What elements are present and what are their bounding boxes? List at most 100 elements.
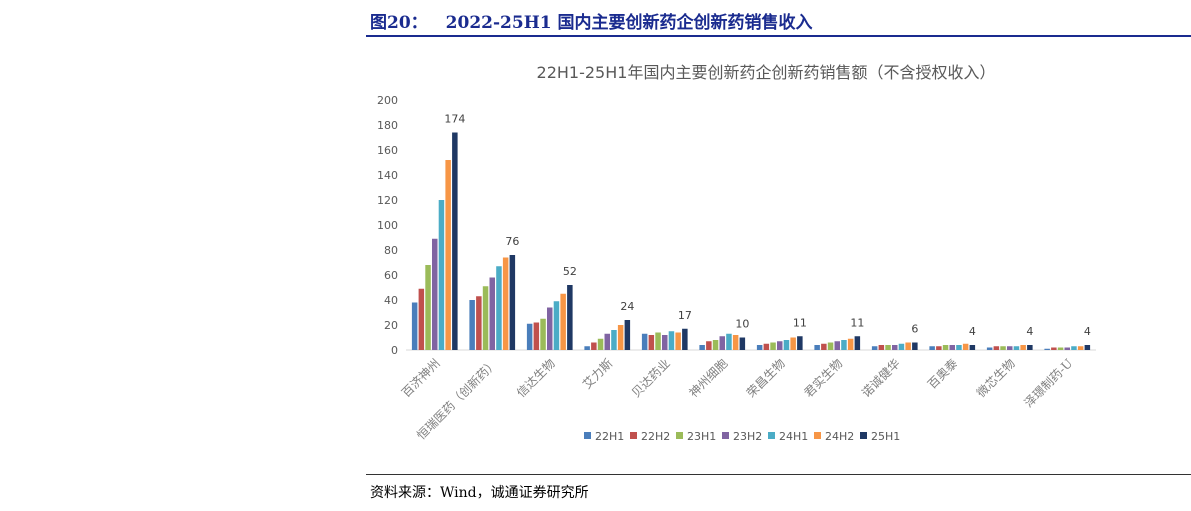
bar-22h1	[526, 323, 533, 350]
bar-chart: 22H1-25H1年国内主要创新药企创新药销售额（不含授权收入） 0 20 40 60 8…	[377, 63, 1096, 443]
bar-22h2	[821, 343, 827, 350]
category-label: 信达生物	[514, 356, 558, 400]
category-label: 艾力斯	[580, 356, 615, 391]
bar-24h2	[675, 332, 681, 350]
bar-23h2	[604, 333, 610, 350]
y-tick-label: 80	[384, 244, 398, 257]
bar-23h2	[834, 341, 840, 350]
y-tick-label: 60	[384, 269, 398, 282]
bar-22h2	[591, 342, 597, 350]
data-label: 24	[620, 300, 634, 313]
bar-22h2	[936, 346, 942, 350]
bar-23h2	[489, 277, 495, 350]
bar-24h1	[898, 343, 905, 350]
bar-23h1	[770, 342, 776, 350]
bar-22h1	[929, 346, 935, 350]
bar-24h2	[560, 293, 566, 350]
bar-25h1	[682, 328, 688, 350]
chart-title: 22H1-25H1年国内主要创新药企创新药销售额（不含授权收入）	[537, 63, 996, 82]
data-label: 17	[678, 309, 692, 322]
legend-label-23h1: 23H1	[687, 430, 716, 443]
bar-22h1	[641, 333, 648, 350]
legend-swatch-22h2	[630, 432, 637, 439]
source-note: 资料来源：Wind，诚通证券研究所	[370, 485, 589, 501]
legend-swatch-23h2	[722, 432, 729, 439]
category-label: 诺诚健华	[859, 356, 903, 400]
legend-swatch-24h1	[768, 432, 775, 439]
bar-23h2	[432, 238, 438, 350]
legend-label-25h1: 25H1	[871, 430, 900, 443]
category-label: 荣昌生物	[744, 356, 788, 400]
data-label: 76	[505, 235, 519, 248]
bar-22h1	[469, 300, 475, 350]
bar-23h2	[949, 345, 955, 350]
bar-25h1	[739, 337, 746, 350]
bar-24h2	[445, 160, 451, 350]
data-label: 4	[1026, 325, 1033, 338]
bar-23h1	[1000, 346, 1006, 350]
bar-23h1	[540, 318, 546, 350]
bar-24h2	[905, 342, 911, 350]
bar-24h2	[847, 338, 854, 350]
bar-25h1	[1027, 345, 1033, 350]
bar-25h1	[912, 342, 918, 350]
bar-22h1	[1044, 348, 1050, 350]
bar-24h1	[611, 330, 617, 350]
y-tick-label: 180	[377, 119, 398, 132]
bar-24h1	[956, 345, 962, 350]
bar-23h2	[1064, 347, 1070, 350]
bar-23h2	[719, 336, 725, 350]
bar-23h1	[482, 286, 489, 350]
category-label: 君实生物	[801, 356, 846, 401]
bar-23h2	[547, 307, 553, 350]
data-label: 4	[969, 325, 976, 338]
bar-24h2	[1077, 346, 1084, 350]
bar-22h2	[993, 346, 1000, 350]
legend-label-24h1: 24H1	[779, 430, 808, 443]
bar-24h1	[553, 301, 560, 350]
y-tick-label: 100	[377, 219, 398, 232]
legend-label-22h1: 22H1	[595, 430, 624, 443]
bar-23h1	[655, 332, 661, 350]
bar-22h2	[763, 343, 770, 350]
legend-swatch-23h1	[676, 432, 683, 439]
bar-22h2	[533, 322, 540, 350]
legend-label-23h2: 23H2	[733, 430, 762, 443]
bar-25h1	[452, 132, 458, 350]
category-label: 贝达药业	[629, 356, 673, 400]
bar-22h2	[418, 288, 425, 350]
bar-25h1	[509, 255, 516, 350]
bar-23h2	[892, 345, 898, 350]
bar-25h1	[854, 336, 861, 350]
bar-22h1	[814, 345, 820, 350]
bar-24h1	[783, 340, 790, 350]
bar-24h1	[668, 331, 675, 350]
y-tick-label: 0	[391, 344, 398, 357]
y-tick-label: 200	[377, 94, 398, 107]
bar-23h2	[1007, 346, 1013, 350]
y-tick-label: 120	[377, 194, 398, 207]
bar-23h1	[885, 345, 891, 350]
bar-22h2	[476, 296, 482, 350]
bar-24h2	[1020, 345, 1026, 350]
bar-25h1	[1084, 345, 1091, 350]
bar-23h1	[425, 265, 431, 350]
category-label: 百奥泰	[925, 356, 960, 391]
bar-22h1	[871, 346, 878, 350]
figure-number: 图20：	[370, 13, 428, 33]
bar-24h1	[438, 200, 445, 350]
legend-swatch-25h1	[860, 432, 867, 439]
bottom-rule	[366, 474, 1191, 475]
data-label: 6	[911, 323, 918, 336]
bar-24h2	[962, 343, 969, 350]
bar-23h1	[827, 342, 834, 350]
legend-swatch-22h1	[584, 432, 591, 439]
bar-24h2	[790, 337, 796, 350]
legend-swatch-24h2	[814, 432, 821, 439]
category-label: 百济神州	[398, 356, 443, 401]
bar-24h1	[841, 340, 847, 350]
bar-24h1	[496, 266, 502, 350]
data-label: 10	[735, 318, 749, 331]
bar-24h1	[1071, 346, 1077, 350]
bar-25h1	[797, 336, 803, 350]
